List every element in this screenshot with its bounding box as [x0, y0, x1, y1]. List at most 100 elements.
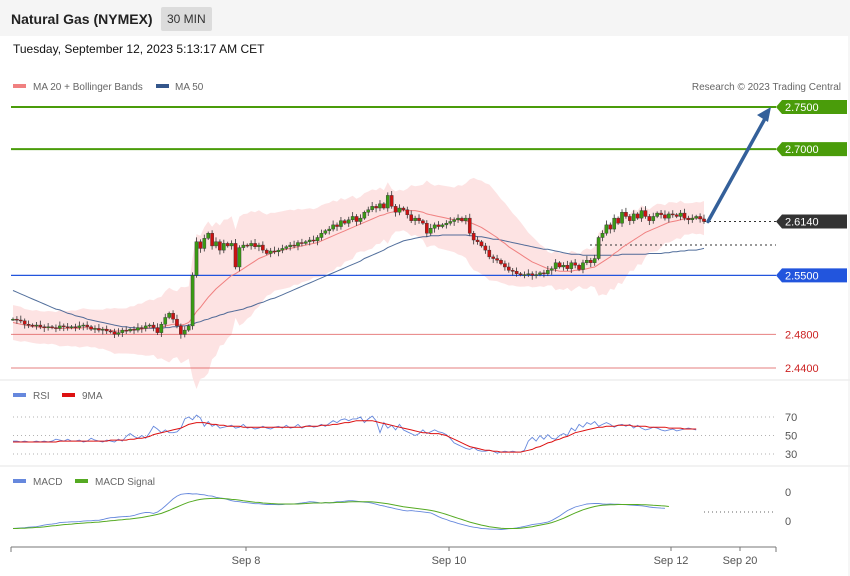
- candle: [159, 321, 164, 338]
- candle: [405, 206, 410, 219]
- candle-body: [639, 210, 644, 219]
- candle-body: [542, 272, 546, 275]
- candle: [292, 240, 296, 249]
- candle-body: [534, 274, 538, 276]
- candle-body: [635, 213, 640, 219]
- timestamp: Tuesday, September 12, 2023 5:13:17 AM C…: [13, 42, 265, 56]
- candle-body: [596, 237, 601, 259]
- candle-body: [159, 324, 164, 333]
- candle-body: [136, 327, 140, 331]
- candle: [624, 207, 628, 219]
- candle-body: [557, 262, 562, 268]
- candle: [112, 328, 117, 339]
- candle-body: [659, 212, 663, 215]
- candle: [491, 254, 495, 263]
- rsi-legend-swatch: [13, 393, 26, 397]
- candle: [253, 239, 257, 250]
- candle: [42, 324, 47, 332]
- candle: [34, 322, 39, 330]
- candle-body: [292, 244, 296, 247]
- candle-body: [647, 216, 652, 221]
- candle: [179, 323, 183, 339]
- candle: [643, 206, 648, 219]
- candle: [116, 328, 121, 337]
- candle: [667, 211, 671, 223]
- candle: [288, 242, 292, 251]
- candle-body: [89, 326, 93, 330]
- candle: [510, 267, 515, 276]
- candle-body: [264, 249, 269, 254]
- candle-body: [538, 272, 542, 275]
- candle: [65, 323, 70, 331]
- candle: [702, 214, 706, 224]
- macd-signal-legend-swatch: [75, 479, 88, 483]
- candle: [401, 206, 406, 212]
- candle: [346, 216, 351, 227]
- candle: [362, 210, 367, 220]
- candle: [140, 325, 144, 333]
- interval-badge[interactable]: 30 MIN: [161, 7, 212, 31]
- candle: [77, 321, 82, 330]
- candle: [350, 212, 355, 223]
- candle-body: [167, 313, 171, 318]
- candle: [261, 241, 265, 254]
- bollinger-band: [13, 177, 704, 389]
- candle-body: [257, 244, 261, 247]
- candle: [323, 229, 328, 235]
- candle-body: [143, 325, 148, 329]
- candle-body: [26, 324, 31, 326]
- candle: [514, 267, 519, 277]
- candle-body: [128, 329, 132, 332]
- candle-body: [38, 324, 43, 327]
- candle-body: [600, 233, 605, 238]
- candle-body: [327, 228, 332, 231]
- candle-body: [432, 224, 437, 229]
- candle-body: [397, 207, 402, 213]
- candle-body: [354, 216, 359, 222]
- candle-body: [61, 325, 66, 328]
- candle: [475, 236, 480, 245]
- candle-body: [510, 270, 515, 272]
- candle-body: [233, 243, 238, 268]
- candle-body: [93, 328, 97, 330]
- candle: [542, 269, 546, 278]
- current-price-label: 2.6140: [785, 217, 819, 229]
- candle-body: [186, 325, 191, 331]
- macd-signal-legend-label: MACD Signal: [95, 477, 155, 488]
- candle: [272, 246, 277, 255]
- candle: [331, 220, 335, 232]
- candle: [546, 265, 550, 277]
- candle-body: [471, 233, 476, 241]
- candle: [370, 201, 374, 213]
- candle-body: [22, 320, 27, 325]
- candle-body: [276, 249, 281, 253]
- candle: [428, 223, 433, 236]
- candle-body: [588, 260, 593, 263]
- support-price-label: 2.4800: [785, 329, 819, 341]
- candle-body: [171, 313, 175, 320]
- candle: [425, 220, 429, 237]
- candle: [264, 248, 269, 256]
- candle: [26, 320, 31, 329]
- candle-body: [682, 212, 687, 219]
- forecast-arrow-head: [757, 107, 771, 122]
- candle-body: [77, 325, 82, 328]
- candle: [163, 313, 168, 328]
- candle-body: [268, 250, 273, 254]
- candle: [452, 217, 456, 226]
- candle-body: [179, 325, 183, 335]
- candle-body: [108, 330, 113, 333]
- candle-body: [440, 224, 445, 227]
- candle: [417, 214, 421, 224]
- forecast-arrow-line: [706, 113, 769, 224]
- candle: [22, 318, 27, 329]
- candle-body: [608, 224, 613, 230]
- candle-body: [81, 324, 86, 327]
- candle-body: [421, 220, 425, 224]
- candle: [628, 214, 632, 226]
- candle-body: [573, 262, 577, 266]
- macd-tick-label: 0: [785, 516, 791, 528]
- candle-body: [116, 332, 121, 335]
- rsi-tick-label: 30: [785, 449, 797, 461]
- candle: [635, 212, 640, 220]
